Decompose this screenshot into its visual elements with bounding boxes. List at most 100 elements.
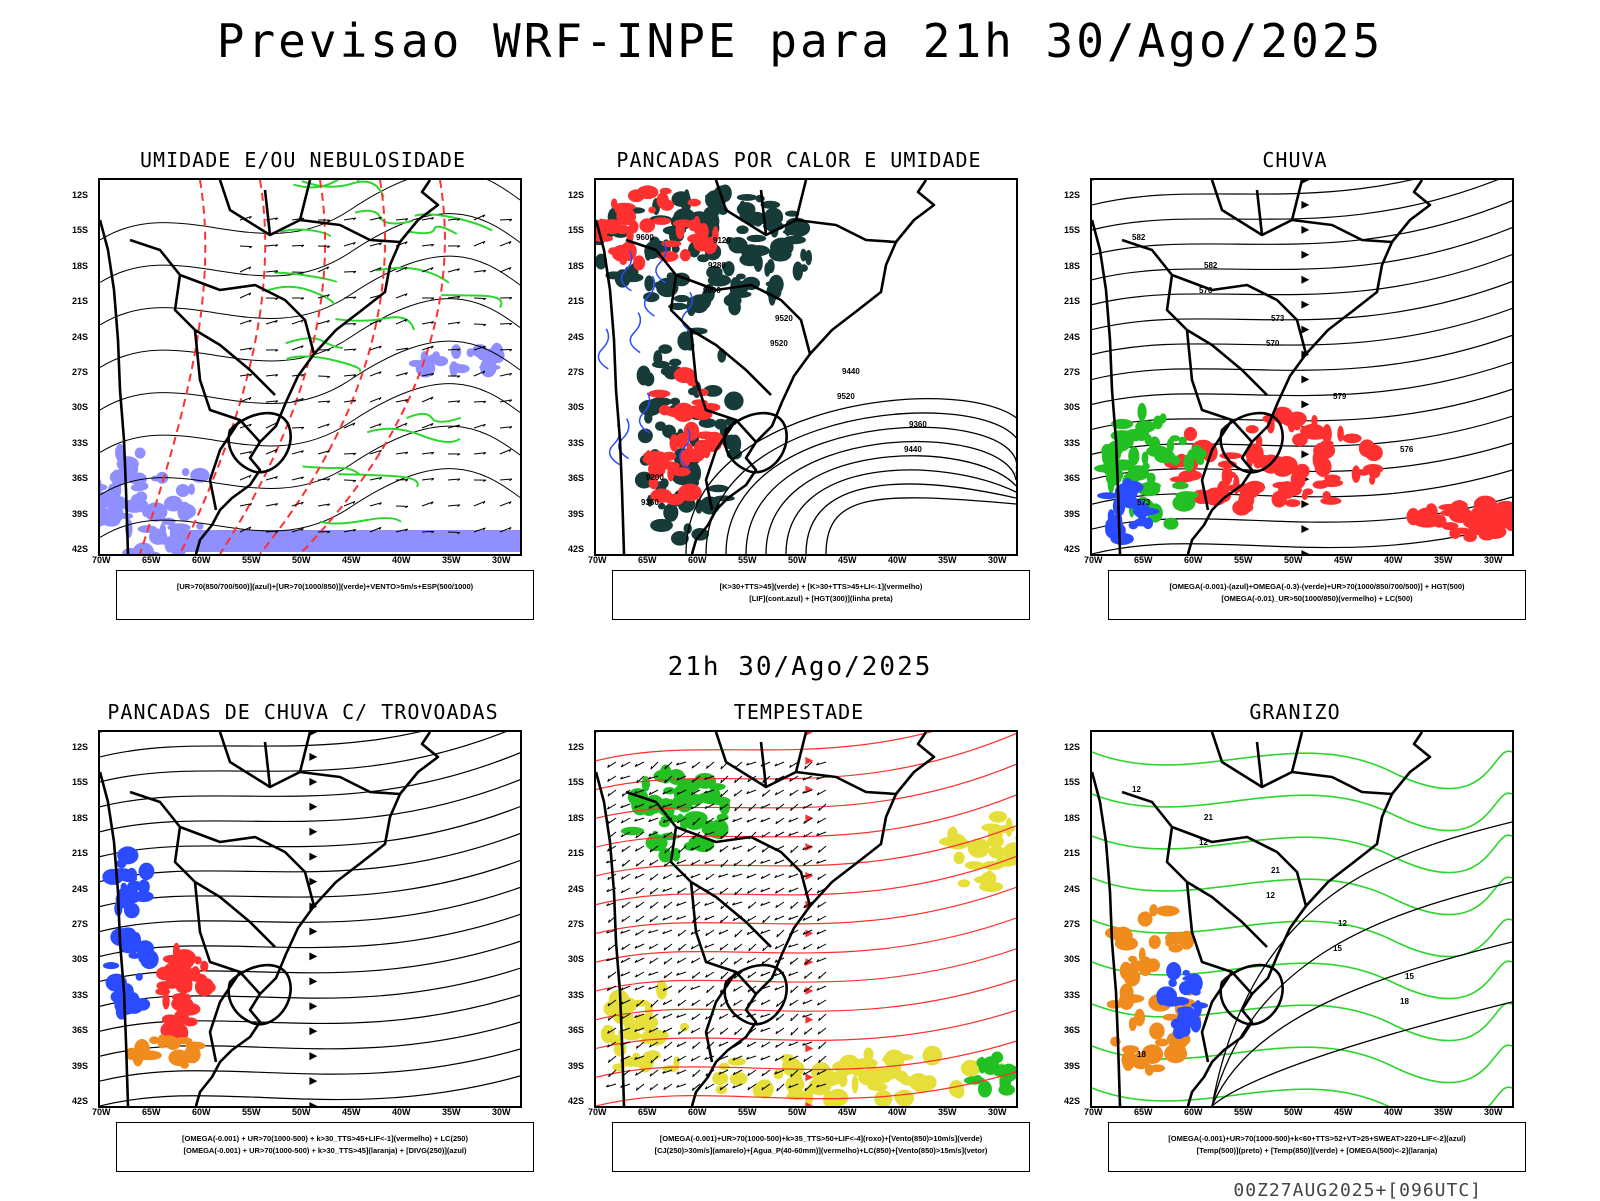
svg-text:576: 576 [1400,445,1414,454]
lat-tick-label: 30S [72,954,88,964]
svg-text:9360: 9360 [909,420,927,429]
lon-tick-label: 65W [638,555,657,565]
legend-line: [K>30+TTS>45](verde) + [K>30+TTS>45+LI<-… [613,581,1029,593]
lon-tick-label: 70W [1084,1107,1103,1117]
lon-tick-label: 45W [838,555,857,565]
lon-tick-label: 30W [1484,1107,1503,1117]
lat-tick-label: 36S [72,473,88,483]
svg-text:12: 12 [1266,891,1275,900]
lon-tick-label: 30W [988,1107,1007,1117]
svg-text:12: 12 [1132,785,1141,794]
lon-tick-label: 50W [1284,1107,1303,1117]
legend-line: [UR>70(850/700/500)](azul)+[UR>70(1000/8… [117,581,533,593]
lon-tick-label: 45W [1334,555,1353,565]
lat-tick-label: 36S [72,1025,88,1035]
legend-line: [OMEGA(-0.01)_UR>50(1000/850)(vermelho) … [1109,593,1525,605]
lat-tick-label: 24S [1064,332,1080,342]
map-frame [98,730,522,1108]
lon-tick-label: 30W [988,555,1007,565]
lat-tick-label: 36S [568,473,584,483]
lat-tick-label: 36S [1064,473,1080,483]
svg-text:9440: 9440 [842,367,860,376]
svg-text:9520: 9520 [770,339,788,348]
map-canvas [100,180,520,554]
map-canvas: 9600960095209520944093609280952094409360… [596,180,1016,554]
svg-text:9600: 9600 [636,233,654,242]
lat-tick-label: 27S [1064,919,1080,929]
map-frame [594,730,1018,1108]
panel-title: UMIDADE E/OU NEBULOSIDADE [58,148,548,172]
lat-tick-label: 24S [72,332,88,342]
lon-tick-label: 30W [492,555,511,565]
lon-tick-label: 70W [92,1107,111,1117]
map-canvas [596,732,1016,1106]
lon-tick-label: 60W [688,1107,707,1117]
legend-box: [OMEGA(-0.001)+UR>70(1000-500)+k>35_TTS>… [612,1122,1030,1172]
lon-tick-label: 65W [142,1107,161,1117]
lon-tick-label: 50W [788,555,807,565]
lat-tick-label: 27S [568,367,584,377]
lat-tick-label: 15S [72,225,88,235]
lon-tick-label: 55W [242,555,261,565]
lat-tick-label: 33S [568,438,584,448]
lon-tick-label: 55W [738,555,757,565]
bottom-row-title: 21h 30/Ago/2025 [0,652,1600,682]
lat-tick-label: 24S [568,332,584,342]
map-frame [98,178,522,556]
svg-text:9120: 9120 [713,236,731,245]
lon-tick-label: 60W [688,555,707,565]
svg-text:15: 15 [1333,944,1342,953]
hgt500-streamlines [1092,180,1512,554]
lat-tick-label: 30S [1064,954,1080,964]
lat-tick-label: 15S [568,225,584,235]
lat-tick-label: 30S [1064,402,1080,412]
lat-tick-label: 18S [1064,261,1080,271]
lon-tick-label: 60W [1184,1107,1203,1117]
svg-text:9280: 9280 [708,261,726,270]
lat-tick-label: 12S [1064,190,1080,200]
lat-tick-label: 33S [568,990,584,1000]
lon-tick-label: 40W [392,555,411,565]
lat-tick-label: 21S [1064,848,1080,858]
run-timestamp: 00Z27AUG2025+[096UTC] [1233,1180,1482,1201]
svg-text:9360: 9360 [641,498,659,507]
lat-tick-label: 24S [568,884,584,894]
legend-box: [K>30+TTS>45](verde) + [K>30+TTS>45+LI<-… [612,570,1030,620]
lon-tick-label: 35W [1434,1107,1453,1117]
lon-tick-label: 35W [938,1107,957,1117]
lon-tick-label: 70W [92,555,111,565]
lon-tick-label: 40W [392,1107,411,1117]
coastline-and-borders [100,732,438,1106]
lon-tick-label: 40W [888,1107,907,1117]
lon-tick-label: 65W [1134,555,1153,565]
map-canvas [100,732,520,1106]
lat-tick-label: 42S [568,544,584,554]
lon-tick-label: 60W [192,555,211,565]
lat-tick-label: 21S [72,848,88,858]
legend-line: [CJ(250)>30m/s](amarelo)+[Agua_P(40-60mm… [613,1145,1029,1157]
lon-tick-label: 40W [888,555,907,565]
svg-text:9520: 9520 [775,314,793,323]
thickness-red-dashed [140,180,445,554]
lat-tick-label: 30S [568,402,584,412]
svg-text:18: 18 [1400,997,1409,1006]
jet-yellow-east [939,811,1016,892]
lat-tick-label: 18S [568,813,584,823]
lat-tick-label: 18S [568,261,584,271]
lat-tick-label: 39S [568,509,584,519]
lon-tick-label: 35W [1434,555,1453,565]
svg-text:21: 21 [1204,813,1213,822]
lat-tick-label: 12S [568,190,584,200]
lat-tick-label: 36S [1064,1025,1080,1035]
lon-tick-label: 35W [938,555,957,565]
divergence-blue [102,846,158,1019]
svg-text:582: 582 [1204,261,1218,270]
lat-tick-label: 18S [72,261,88,271]
